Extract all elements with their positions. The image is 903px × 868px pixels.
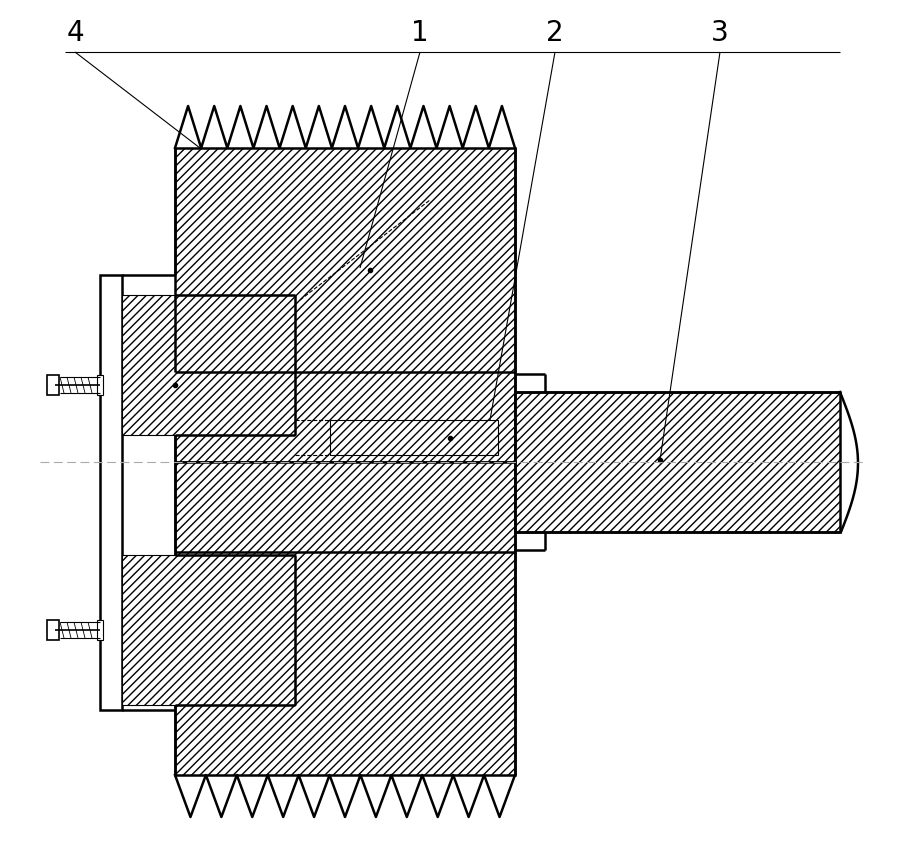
Text: 2: 2 (545, 19, 563, 47)
Bar (122, 555, 294, 705)
Text: 1: 1 (411, 19, 428, 47)
Text: 3: 3 (711, 19, 728, 47)
Bar (122, 295, 294, 435)
Bar (97, 620, 103, 640)
Bar (47, 375, 59, 395)
Text: 4: 4 (66, 19, 84, 47)
Bar (100, 275, 122, 710)
Bar (330, 420, 498, 455)
Bar (47, 620, 59, 640)
Bar (515, 392, 839, 532)
Bar (175, 148, 515, 462)
Bar (175, 462, 515, 775)
Bar (97, 375, 103, 395)
